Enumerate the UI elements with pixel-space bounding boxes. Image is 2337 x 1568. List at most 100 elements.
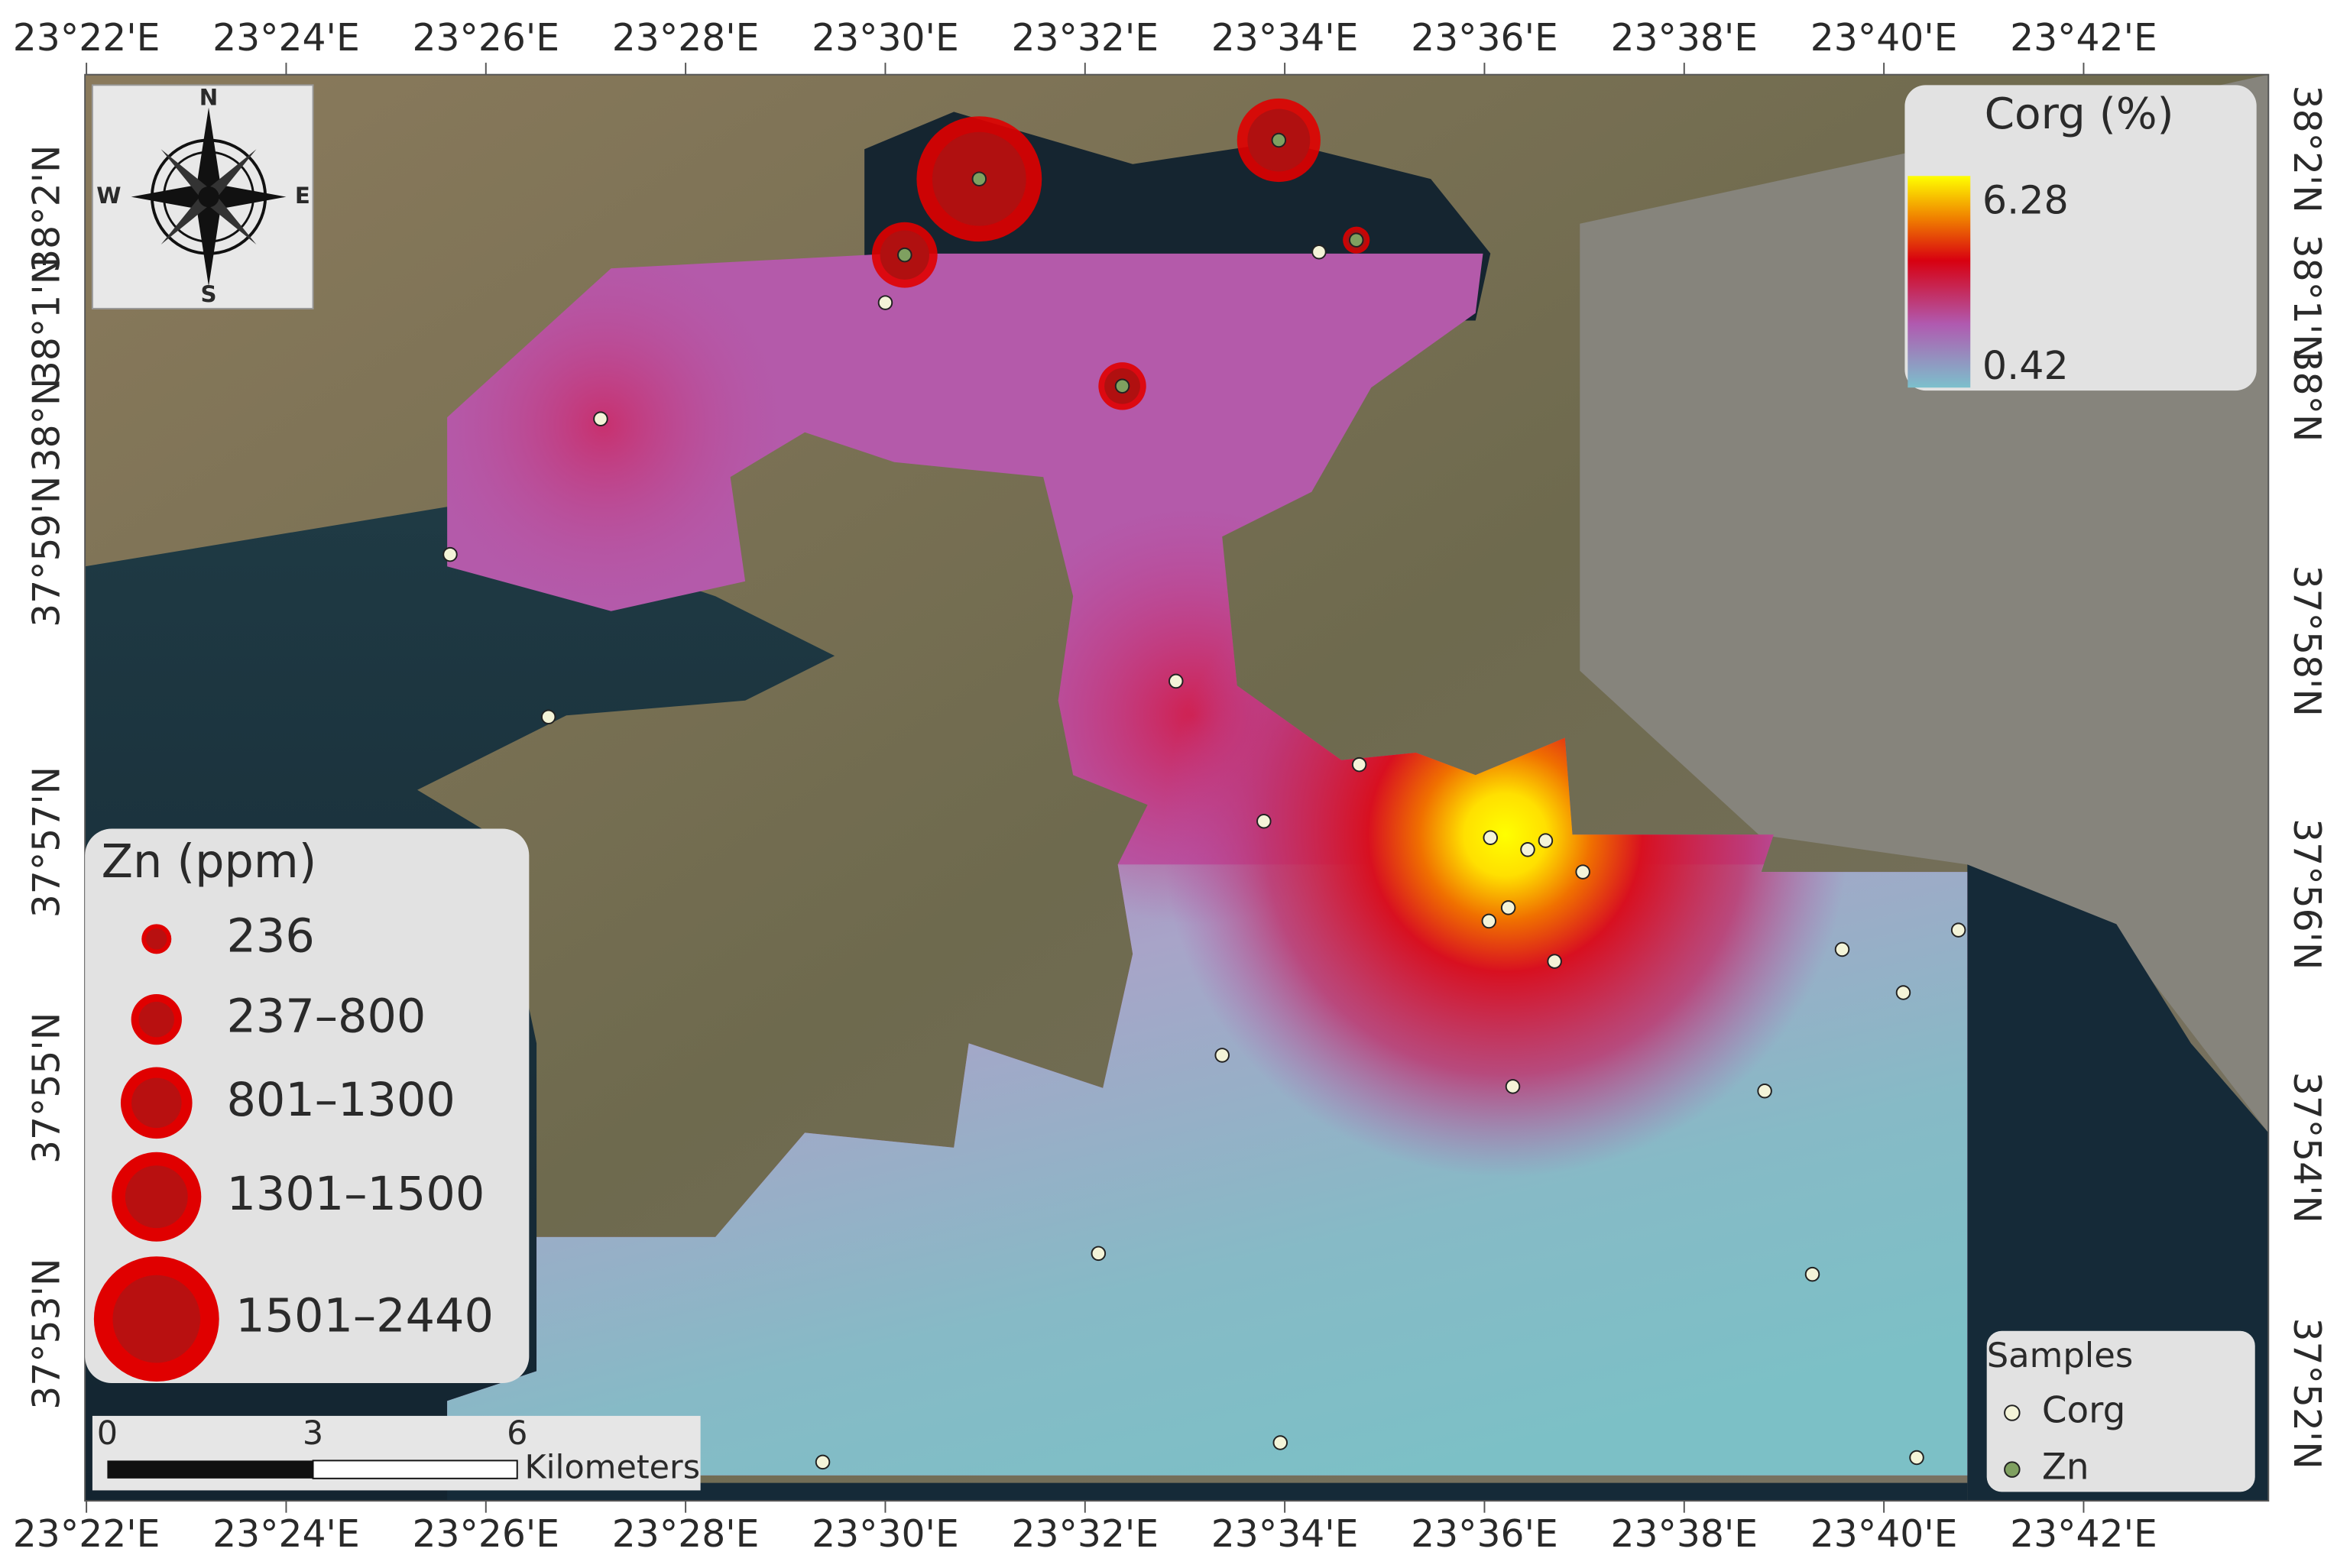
legend-title: Zn (ppm): [102, 835, 317, 889]
legend-label: 0.42: [1982, 343, 2069, 388]
compass-point: [209, 184, 287, 209]
latitude-label: 37°56'N: [2285, 818, 2328, 970]
longitude-label: 23°40'E: [1810, 1513, 1958, 1556]
corg-sample: [1505, 1079, 1521, 1094]
corg-sample: [593, 411, 608, 426]
compass-point: [131, 184, 209, 209]
compass-point: [160, 196, 209, 245]
latitude-label: 37°52'N: [2285, 1317, 2328, 1469]
latitude-label: 38°1'N: [25, 257, 68, 384]
latitude-label: 37°57'N: [25, 766, 68, 918]
corg-sample: [1168, 673, 1184, 689]
color-ramp: [1908, 176, 1971, 388]
zn-sample: [971, 171, 987, 186]
latitude-label: 37°59'N: [25, 476, 68, 627]
scale-bar: Kilometers 0 3 6: [92, 1414, 701, 1491]
legend-label: 6.28: [1982, 177, 2069, 222]
legend-label: 801–1300: [226, 1074, 455, 1127]
longitude-label: 23°42'E: [2010, 17, 2157, 60]
compass-point: [196, 107, 221, 197]
corg-sample: [540, 709, 556, 724]
latitude-label: 38°N: [25, 378, 68, 472]
corg-sample: [1214, 1048, 1230, 1063]
legend-title: Corg (%): [1985, 89, 2174, 139]
corg-sample: [1909, 1450, 1924, 1466]
legend-label: Corg: [2042, 1391, 2125, 1432]
legend-symbol: [2004, 1404, 2021, 1421]
longitude-label: 23°30'E: [812, 1513, 959, 1556]
corg-sample: [1834, 941, 1850, 957]
legend-symbol: [2004, 1461, 2021, 1478]
corg-sample: [1547, 954, 1562, 969]
longitude-label: 23°26'E: [412, 17, 559, 60]
sample-points: [442, 98, 1966, 1470]
samples-legend: Samples Corg Zn: [1986, 1330, 2255, 1492]
longitude-label: 23°36'E: [1411, 1513, 1558, 1556]
longitude-label: 23°30'E: [812, 17, 959, 60]
longitude-label: 23°32'E: [1011, 1513, 1159, 1556]
longitude-label: 23°24'E: [212, 1513, 360, 1556]
corg-sample: [1520, 842, 1535, 857]
corg-sample: [815, 1454, 831, 1470]
longitude-label: 23°34'E: [1211, 17, 1359, 60]
legend-label: 237–800: [226, 990, 426, 1044]
corg-sample: [442, 546, 458, 562]
longitude-label: 23°40'E: [1810, 17, 1958, 60]
corg-sample: [877, 295, 893, 310]
corg-sample: [1950, 922, 1966, 938]
zn-sample: [1348, 232, 1364, 248]
longitude-label: 23°22'E: [13, 17, 160, 60]
latitude-label: 37°58'N: [2285, 565, 2328, 717]
sea: [447, 1482, 1968, 1502]
scale-label: 0: [97, 1414, 118, 1453]
zn-sample: [1271, 132, 1287, 148]
legend-symbol-core: [125, 1165, 188, 1229]
scale-unit: Kilometers: [524, 1449, 700, 1487]
compass-label: W: [96, 183, 121, 209]
latitude-label: 37°54'N: [2285, 1072, 2328, 1223]
longitude-label: 23°22'E: [13, 1513, 160, 1556]
corg-sample: [1481, 913, 1497, 929]
latitude-label: 38°1'N: [2285, 235, 2328, 362]
corg-sample: [1483, 830, 1499, 845]
scale-label: 6: [507, 1414, 527, 1453]
legend-box: [1904, 85, 2257, 391]
zn-sample: [1114, 378, 1130, 394]
legend-title: Samples: [1987, 1335, 2134, 1375]
legend-symbol-core: [112, 1275, 201, 1363]
compass-point: [196, 196, 221, 287]
legend-symbol-core: [146, 928, 167, 950]
corg-sample: [1272, 1435, 1288, 1450]
latitude-label: 38°2'N: [2285, 86, 2328, 213]
legend-label: 236: [226, 909, 314, 963]
legend-box: [85, 828, 530, 1384]
latitude-label: 38°N: [2285, 348, 2328, 442]
corg-sample: [1538, 833, 1554, 848]
longitude-label: 23°34'E: [1211, 1513, 1359, 1556]
longitude-label: 23°32'E: [1011, 17, 1159, 60]
corg-legend: Corg (%) 6.28 0.42: [1904, 85, 2257, 391]
scale-segment: [312, 1459, 518, 1479]
longitude-label: 23°26'E: [412, 1513, 559, 1556]
legend-symbol-core: [131, 1077, 182, 1129]
coordinates: 23°22'E 23°24'E 23°26'E 23°28'E 23°30'E 23°32…: [13, 17, 2328, 1556]
legend-box: [1986, 1330, 2255, 1492]
compass-label: N: [199, 84, 218, 110]
corg-sample: [1311, 245, 1327, 260]
latitude-label: 38°2'N: [25, 145, 68, 273]
compass: N S W E: [91, 84, 314, 309]
compass-label: S: [200, 281, 216, 307]
zn-sample: [897, 247, 912, 263]
compass-label: E: [295, 183, 310, 209]
longitude-label: 23°24'E: [212, 17, 360, 60]
corg-sample: [1895, 985, 1911, 1000]
corg-sample: [1575, 864, 1590, 880]
corg-sample: [1757, 1084, 1772, 1099]
longitude-label: 23°28'E: [612, 1513, 760, 1556]
compass-point: [209, 149, 257, 197]
longitude-label: 23°38'E: [1610, 1513, 1758, 1556]
latitude-label: 37°55'N: [25, 1012, 68, 1164]
legend-label: Zn: [2042, 1447, 2089, 1489]
longitude-label: 23°38'E: [1610, 17, 1758, 60]
